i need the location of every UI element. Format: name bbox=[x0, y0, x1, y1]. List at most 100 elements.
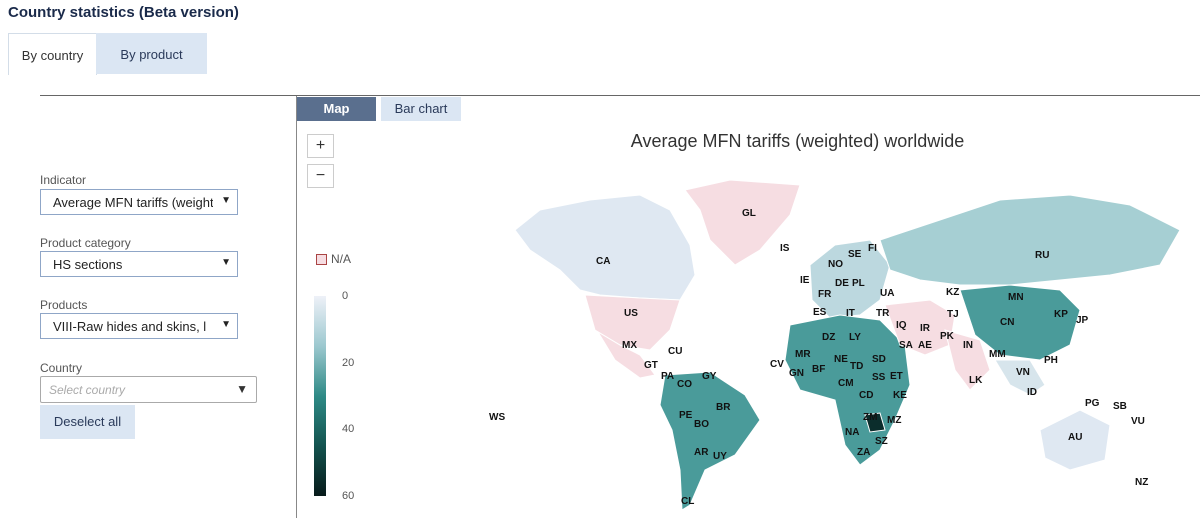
country-label-cv: CV bbox=[770, 359, 784, 370]
country-shape[interactable] bbox=[684, 179, 801, 266]
product-category-label: Product category bbox=[40, 236, 131, 250]
country-label-iq: IQ bbox=[896, 320, 907, 331]
header-divider bbox=[40, 95, 1200, 96]
country-label-us: US bbox=[624, 308, 638, 319]
country-label: Country bbox=[40, 361, 83, 375]
country-label-ua: UA bbox=[880, 288, 894, 299]
country-label-mz: MZ bbox=[887, 415, 901, 426]
country-shape[interactable] bbox=[784, 314, 911, 466]
legend-tick: 60 bbox=[342, 490, 355, 502]
country-label-fi: FI bbox=[868, 243, 877, 254]
country-label-ly: LY bbox=[849, 332, 861, 343]
deselect-all-button[interactable]: Deselect all bbox=[40, 405, 135, 439]
country-select[interactable]: Select country ▼ bbox=[40, 376, 257, 403]
country-select-placeholder: Select country bbox=[49, 383, 126, 397]
country-label-no: NO bbox=[828, 259, 843, 270]
tab-by-product[interactable]: By product bbox=[96, 33, 207, 74]
country-label-cu: CU bbox=[668, 346, 682, 357]
country-shape[interactable] bbox=[994, 359, 1046, 396]
country-label-gy: GY bbox=[702, 371, 717, 382]
country-label-sb: SB bbox=[1113, 401, 1127, 412]
country-shape[interactable] bbox=[879, 194, 1181, 286]
country-label-uy: UY bbox=[713, 451, 727, 462]
country-label-cm: CM bbox=[838, 378, 854, 389]
country-label-sa: SA bbox=[899, 340, 913, 351]
country-shape[interactable] bbox=[959, 284, 1081, 361]
country-label-ne: NE bbox=[834, 354, 848, 365]
tab-bar-chart[interactable]: Bar chart bbox=[381, 97, 461, 121]
country-shape[interactable] bbox=[514, 194, 696, 301]
caret-down-icon: ▼ bbox=[221, 257, 231, 268]
na-legend-swatch bbox=[316, 254, 327, 265]
zoom-out-button[interactable]: − bbox=[307, 164, 334, 188]
country-label-ph: PH bbox=[1044, 355, 1058, 366]
products-select[interactable]: VIII-Raw hides and skins, l ▼ bbox=[40, 313, 238, 339]
country-label-ir: IR bbox=[920, 323, 931, 334]
chevron-down-icon: ▼ bbox=[236, 382, 248, 396]
country-shape[interactable] bbox=[809, 239, 891, 319]
legend-tick: 40 bbox=[342, 423, 355, 435]
indicator-select-value: Average MFN tariffs (weighted) bbox=[53, 195, 213, 210]
legend-tick: 0 bbox=[342, 290, 349, 302]
caret-down-icon: ▼ bbox=[221, 319, 231, 330]
zoom-in-button[interactable]: + bbox=[307, 134, 334, 158]
country-label-ke: KE bbox=[893, 390, 907, 401]
country-label-tr: TR bbox=[876, 308, 890, 319]
country-label-ar: AR bbox=[694, 447, 709, 458]
na-legend-label: N/A bbox=[331, 252, 352, 266]
country-label-is: IS bbox=[780, 243, 790, 254]
country-label-lk: LK bbox=[969, 375, 983, 386]
country-label-kz: KZ bbox=[946, 287, 959, 298]
country-shape[interactable] bbox=[597, 331, 656, 379]
country-label-mn: MN bbox=[1008, 292, 1024, 303]
country-label-nz: NZ bbox=[1135, 477, 1148, 488]
page-title: Country statistics (Beta version) bbox=[8, 4, 239, 21]
country-label-mr: MR bbox=[795, 349, 811, 360]
country-label-vn: VN bbox=[1016, 367, 1030, 378]
country-shape[interactable] bbox=[1039, 409, 1111, 471]
country-label-jp: JP bbox=[1076, 315, 1089, 326]
indicator-label: Indicator bbox=[40, 173, 87, 187]
tab-map[interactable]: Map bbox=[297, 97, 376, 121]
country-label-sd: SD bbox=[872, 354, 886, 365]
country-label-gl: GL bbox=[742, 208, 756, 219]
country-label-vu: VU bbox=[1131, 416, 1145, 427]
country-shape[interactable] bbox=[864, 412, 886, 433]
indicator-select[interactable]: Average MFN tariffs (weighted) ▼ bbox=[40, 189, 238, 215]
country-label-gt: GT bbox=[644, 360, 658, 371]
country-label-ws: WS bbox=[489, 412, 505, 423]
product-category-select-value: HS sections bbox=[53, 257, 123, 272]
country-label-se: SE bbox=[848, 249, 862, 260]
country-label-dz: DZ bbox=[822, 332, 835, 343]
country-label-it: IT bbox=[846, 308, 855, 319]
country-label-za: ZA bbox=[857, 447, 870, 458]
chart-title: Average MFN tariffs (weighted) worldwide bbox=[630, 131, 965, 151]
country-shape[interactable] bbox=[944, 329, 991, 391]
country-label-fr: FR bbox=[818, 289, 832, 300]
country-label-pe: PE bbox=[679, 410, 693, 421]
country-label-kp: KP bbox=[1054, 309, 1068, 320]
country-label-na: NA bbox=[845, 427, 859, 438]
tab-by-country[interactable]: By country bbox=[8, 33, 97, 75]
sidebar-divider bbox=[296, 96, 297, 518]
country-label-es: ES bbox=[813, 307, 827, 318]
country-label-pk: PK bbox=[940, 331, 955, 342]
product-category-select[interactable]: HS sections ▼ bbox=[40, 251, 238, 277]
country-label-bf: BF bbox=[812, 364, 825, 375]
country-label-et: ET bbox=[890, 371, 903, 382]
country-label-de: DE bbox=[835, 278, 849, 289]
country-label-ru: RU bbox=[1035, 250, 1049, 261]
country-label-cl: CL bbox=[681, 496, 694, 507]
color-scale-legend bbox=[314, 296, 326, 496]
country-label-mx: MX bbox=[622, 340, 637, 351]
country-label-co: CO bbox=[677, 379, 692, 390]
world-map[interactable]: GL IS CA FI SE NO RU IE DE PL FR UA KZ M… bbox=[297, 160, 1200, 518]
caret-down-icon: ▼ bbox=[221, 195, 231, 206]
country-label-ie: IE bbox=[800, 275, 810, 286]
country-shape[interactable] bbox=[659, 371, 761, 511]
country-label-zm: ZM bbox=[863, 412, 877, 423]
country-label-au: AU bbox=[1068, 432, 1082, 443]
country-label-td: TD bbox=[850, 361, 863, 372]
country-label-in: IN bbox=[963, 340, 973, 351]
country-label-ss: SS bbox=[872, 372, 886, 383]
